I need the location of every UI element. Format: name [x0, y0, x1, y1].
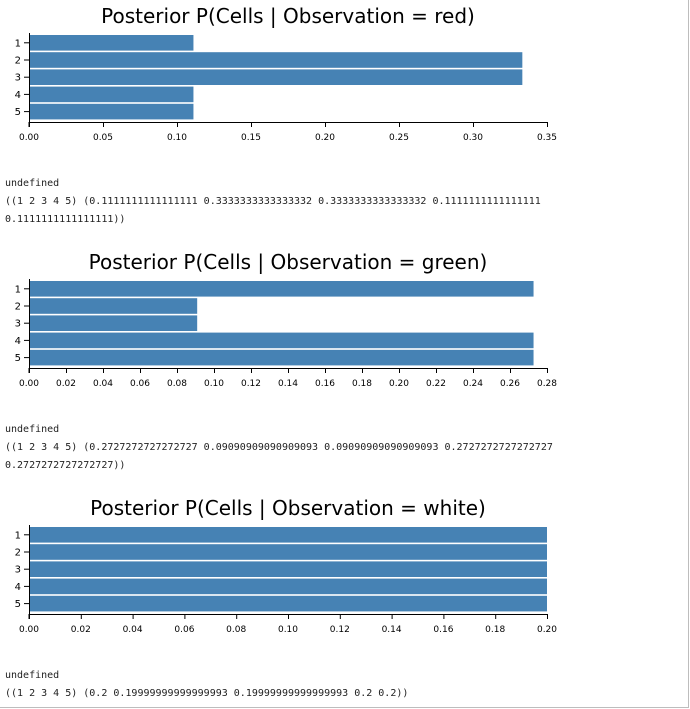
- y-tick-label: 3: [15, 565, 21, 576]
- chart-title: Posterior P(Cells | Observation = red): [101, 4, 475, 28]
- y-tick-label: 4: [15, 336, 21, 347]
- x-tick-label: 0.06: [130, 379, 150, 389]
- y-tick-label: 3: [15, 73, 21, 84]
- x-tick-label: 0.14: [382, 625, 402, 635]
- y-tick-label: 1: [15, 38, 21, 49]
- x-tick-label: 0.20: [389, 379, 409, 389]
- bar-4: [29, 86, 194, 103]
- y-tick-label: 1: [15, 530, 21, 541]
- x-tick-label: 0.16: [315, 379, 335, 389]
- x-tick-label: 0.12: [241, 379, 261, 389]
- bar-5: [29, 595, 547, 612]
- y-tick-label: 5: [15, 599, 21, 610]
- bar-4: [29, 578, 547, 595]
- output-result-line-1: ((1 2 3 4 5) (0.1111111111111111 0.33333…: [5, 196, 541, 207]
- y-tick-label: 5: [15, 353, 21, 364]
- x-tick-label: 0.26: [500, 379, 520, 389]
- chart-panel-green: Posterior P(Cells | Observation = green)…: [0, 246, 690, 493]
- chart-panel-red: Posterior P(Cells | Observation = red) 1 2…: [0, 0, 690, 247]
- bar-2: [29, 298, 198, 314]
- y-tick-label: 2: [15, 56, 21, 67]
- x-tick-label: 0.18: [485, 625, 505, 635]
- x-tick-label: 0.08: [167, 379, 187, 389]
- output-status: undefined: [5, 424, 60, 435]
- output-status: undefined: [5, 178, 60, 189]
- x-tick-label: 0.04: [93, 379, 113, 389]
- x-tick-label: 0.00: [19, 133, 39, 143]
- x-axis-line: [28, 122, 548, 127]
- y-tick-label: 1: [15, 284, 21, 295]
- bar-1: [29, 527, 547, 543]
- bar-2: [29, 544, 547, 560]
- x-tick-label: 0.10: [278, 625, 298, 635]
- bar-5: [29, 103, 194, 120]
- chart-title: Posterior P(Cells | Observation = white): [90, 496, 486, 520]
- x-tick-label: 0.30: [463, 133, 483, 143]
- bar-4: [29, 332, 534, 349]
- x-tick-label: 0.16: [433, 625, 453, 635]
- bar-1: [29, 281, 534, 297]
- bar-3: [29, 561, 547, 577]
- x-tick-label: 0.24: [463, 379, 483, 389]
- x-tick-label: 0.08: [226, 625, 246, 635]
- output-status: undefined: [5, 670, 60, 681]
- chart-title: Posterior P(Cells | Observation = green): [89, 250, 488, 274]
- y-tick-label: 2: [15, 302, 21, 313]
- x-tick-label: 0.00: [19, 625, 39, 635]
- chart-green: Posterior P(Cells | Observation = green)…: [15, 250, 558, 389]
- bar-3: [29, 315, 198, 331]
- x-tick-label: 0.35: [537, 133, 557, 143]
- x-tick-label: 0.28: [537, 379, 557, 389]
- chart-red: Posterior P(Cells | Observation = red) 1 2…: [15, 4, 557, 143]
- output-result-line-2: 0.2727272727272727)): [5, 460, 126, 471]
- output-result-line-2: 0.1111111111111111)): [5, 214, 126, 225]
- x-tick-label: 0.25: [389, 133, 409, 143]
- x-tick-label: 0.12: [330, 625, 350, 635]
- y-tick-label: 5: [15, 107, 21, 118]
- x-tick-label: 0.10: [167, 133, 187, 143]
- x-tick-label: 0.06: [174, 625, 194, 635]
- output-result-line-1: ((1 2 3 4 5) (0.2 0.19999999999999993 0.…: [5, 688, 409, 699]
- output-result-line-1: ((1 2 3 4 5) (0.2727272727272727 0.09090…: [5, 442, 553, 453]
- x-tick-label: 0.05: [93, 133, 113, 143]
- x-tick-label: 0.20: [315, 133, 335, 143]
- x-tick-label: 0.15: [241, 133, 261, 143]
- chart-panel-white: Posterior P(Cells | Observation = white)…: [0, 492, 690, 709]
- bar-5: [29, 349, 534, 366]
- x-tick-label: 0.02: [71, 625, 91, 635]
- x-tick-label: 0.10: [204, 379, 224, 389]
- y-tick-label: 3: [15, 319, 21, 330]
- y-tick-label: 2: [15, 548, 21, 559]
- bar-2: [29, 52, 523, 68]
- x-tick-label: 0.02: [56, 379, 76, 389]
- x-tick-label: 0.20: [537, 625, 557, 635]
- chart-white: Posterior P(Cells | Observation = white)…: [15, 496, 558, 635]
- x-tick-label: 0.18: [352, 379, 372, 389]
- bar-1: [29, 35, 194, 51]
- y-tick-label: 4: [15, 90, 21, 101]
- x-tick-label: 0.00: [19, 379, 39, 389]
- x-tick-label: 0.14: [278, 379, 298, 389]
- y-tick-label: 4: [15, 582, 21, 593]
- x-tick-label: 0.04: [123, 625, 143, 635]
- bar-3: [29, 69, 523, 85]
- x-tick-label: 0.22: [426, 379, 446, 389]
